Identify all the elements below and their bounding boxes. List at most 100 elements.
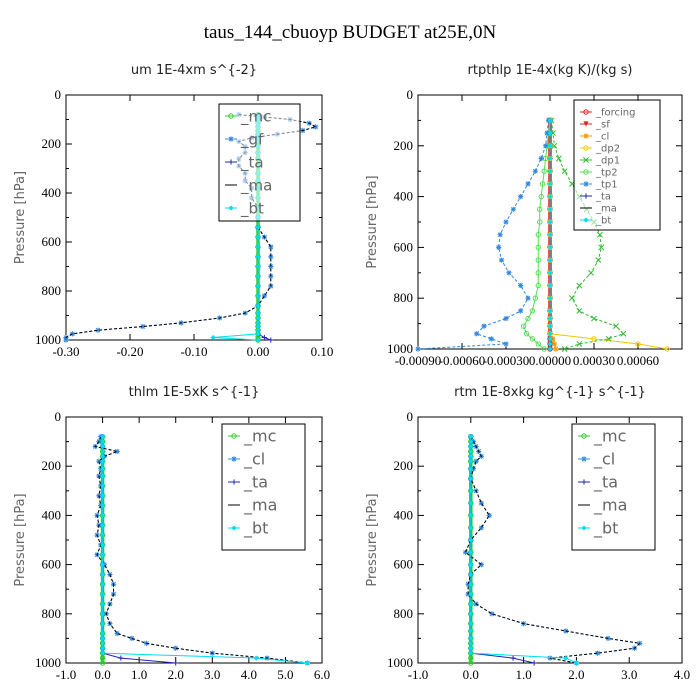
- data-point: [547, 244, 553, 250]
- data-point: [551, 142, 558, 149]
- data-point: [462, 549, 469, 555]
- data-point: [478, 525, 484, 531]
- data-point: [99, 453, 106, 459]
- data-point: [255, 315, 261, 321]
- panels: um 1E-4xm s^{-2} Pressure [hPa] 0 200 400 600…: [13, 63, 690, 682]
- data-point: [468, 466, 474, 472]
- data-point: [553, 346, 559, 352]
- legend-marker: [581, 433, 587, 439]
- data-point: [63, 337, 69, 343]
- data-point: [547, 346, 553, 352]
- data-point: [547, 219, 553, 225]
- data-point: [173, 645, 179, 651]
- data-point: [523, 331, 530, 337]
- data-point: [95, 327, 101, 333]
- y-tick-label: 0: [407, 87, 414, 102]
- data-point: [474, 331, 480, 337]
- series-bt: [99, 434, 310, 666]
- legend-marker: [228, 136, 234, 142]
- data-point: [99, 483, 106, 489]
- data-point: [468, 443, 474, 450]
- legend-marker: [583, 109, 589, 115]
- data-point: [620, 330, 627, 337]
- panel-title: rtm 1E-8xkg kg^{-1} s^{-1}: [454, 385, 646, 400]
- data-point: [518, 308, 524, 314]
- legend-marker: [581, 525, 587, 531]
- series-bt: [468, 434, 579, 666]
- data-point: [510, 655, 516, 661]
- data-point: [549, 130, 556, 137]
- data-point: [304, 660, 310, 666]
- data-point: [468, 640, 474, 646]
- x-tick-label: 0.0: [463, 667, 479, 682]
- y-tick-label: 400: [42, 185, 62, 200]
- data-point: [255, 293, 261, 299]
- data-point: [99, 635, 106, 641]
- x-tick-label: 0.00030: [573, 353, 615, 368]
- data-point: [637, 640, 643, 646]
- data-point: [547, 155, 553, 162]
- data-point: [535, 232, 541, 238]
- legend: _mc _cl _ta _ma _bt: [571, 423, 656, 551]
- data-point: [561, 346, 568, 352]
- data-point: [468, 458, 474, 464]
- data-point: [255, 327, 261, 333]
- data-point: [99, 611, 106, 617]
- series-line: [417, 120, 550, 350]
- data-point: [468, 500, 474, 506]
- data-point: [255, 224, 261, 230]
- data-point: [535, 341, 541, 347]
- data-point: [555, 155, 562, 162]
- x-tick-label: 3.0: [204, 667, 220, 682]
- data-point: [129, 635, 135, 641]
- data-point: [478, 500, 484, 506]
- data-point: [576, 307, 583, 314]
- data-point: [261, 334, 267, 341]
- x-tick-label: -1.0: [408, 667, 429, 682]
- data-point: [591, 336, 597, 342]
- legend-marker: [228, 205, 234, 211]
- data-point: [99, 532, 106, 538]
- data-point: [255, 283, 261, 289]
- data-point: [99, 473, 106, 479]
- data-point: [547, 323, 553, 329]
- data-point: [594, 650, 601, 656]
- legend-label: _gf: [240, 130, 264, 149]
- x-tick-label: -0.00030: [483, 353, 530, 368]
- data-point: [253, 655, 259, 661]
- y-tick-label: 400: [42, 507, 62, 522]
- data-point: [99, 601, 106, 607]
- y-tick-label: 600: [394, 239, 414, 254]
- data-point: [547, 257, 553, 263]
- legend-marker: [231, 479, 237, 485]
- legend-marker: [228, 113, 234, 119]
- data-point: [525, 295, 531, 301]
- x-tick-label: 6.0: [314, 667, 330, 682]
- data-point: [547, 336, 553, 342]
- data-point: [543, 143, 549, 149]
- data-point: [468, 581, 474, 587]
- legend-label: _bt: [595, 216, 611, 227]
- data-point: [535, 257, 541, 263]
- data-point: [114, 448, 120, 455]
- data-point: [99, 466, 106, 472]
- data-point: [255, 323, 261, 330]
- legend-marker: [583, 121, 589, 127]
- data-point: [481, 323, 487, 329]
- data-point: [488, 336, 494, 342]
- data-point: [468, 591, 474, 597]
- data-point: [99, 655, 106, 661]
- series-tp1: [415, 117, 552, 352]
- data-point: [551, 341, 557, 347]
- legend-label: _ma: [243, 496, 277, 516]
- legend-marker: [583, 181, 589, 187]
- data-point: [468, 645, 474, 651]
- legend-marker: [581, 479, 587, 485]
- data-point: [255, 273, 261, 279]
- legend-marker: [228, 159, 234, 165]
- data-point: [547, 130, 553, 136]
- data-point: [539, 181, 546, 187]
- legend-label: _ma: [593, 496, 627, 516]
- x-tick-label: -1.0: [56, 667, 77, 682]
- data-point: [518, 282, 524, 289]
